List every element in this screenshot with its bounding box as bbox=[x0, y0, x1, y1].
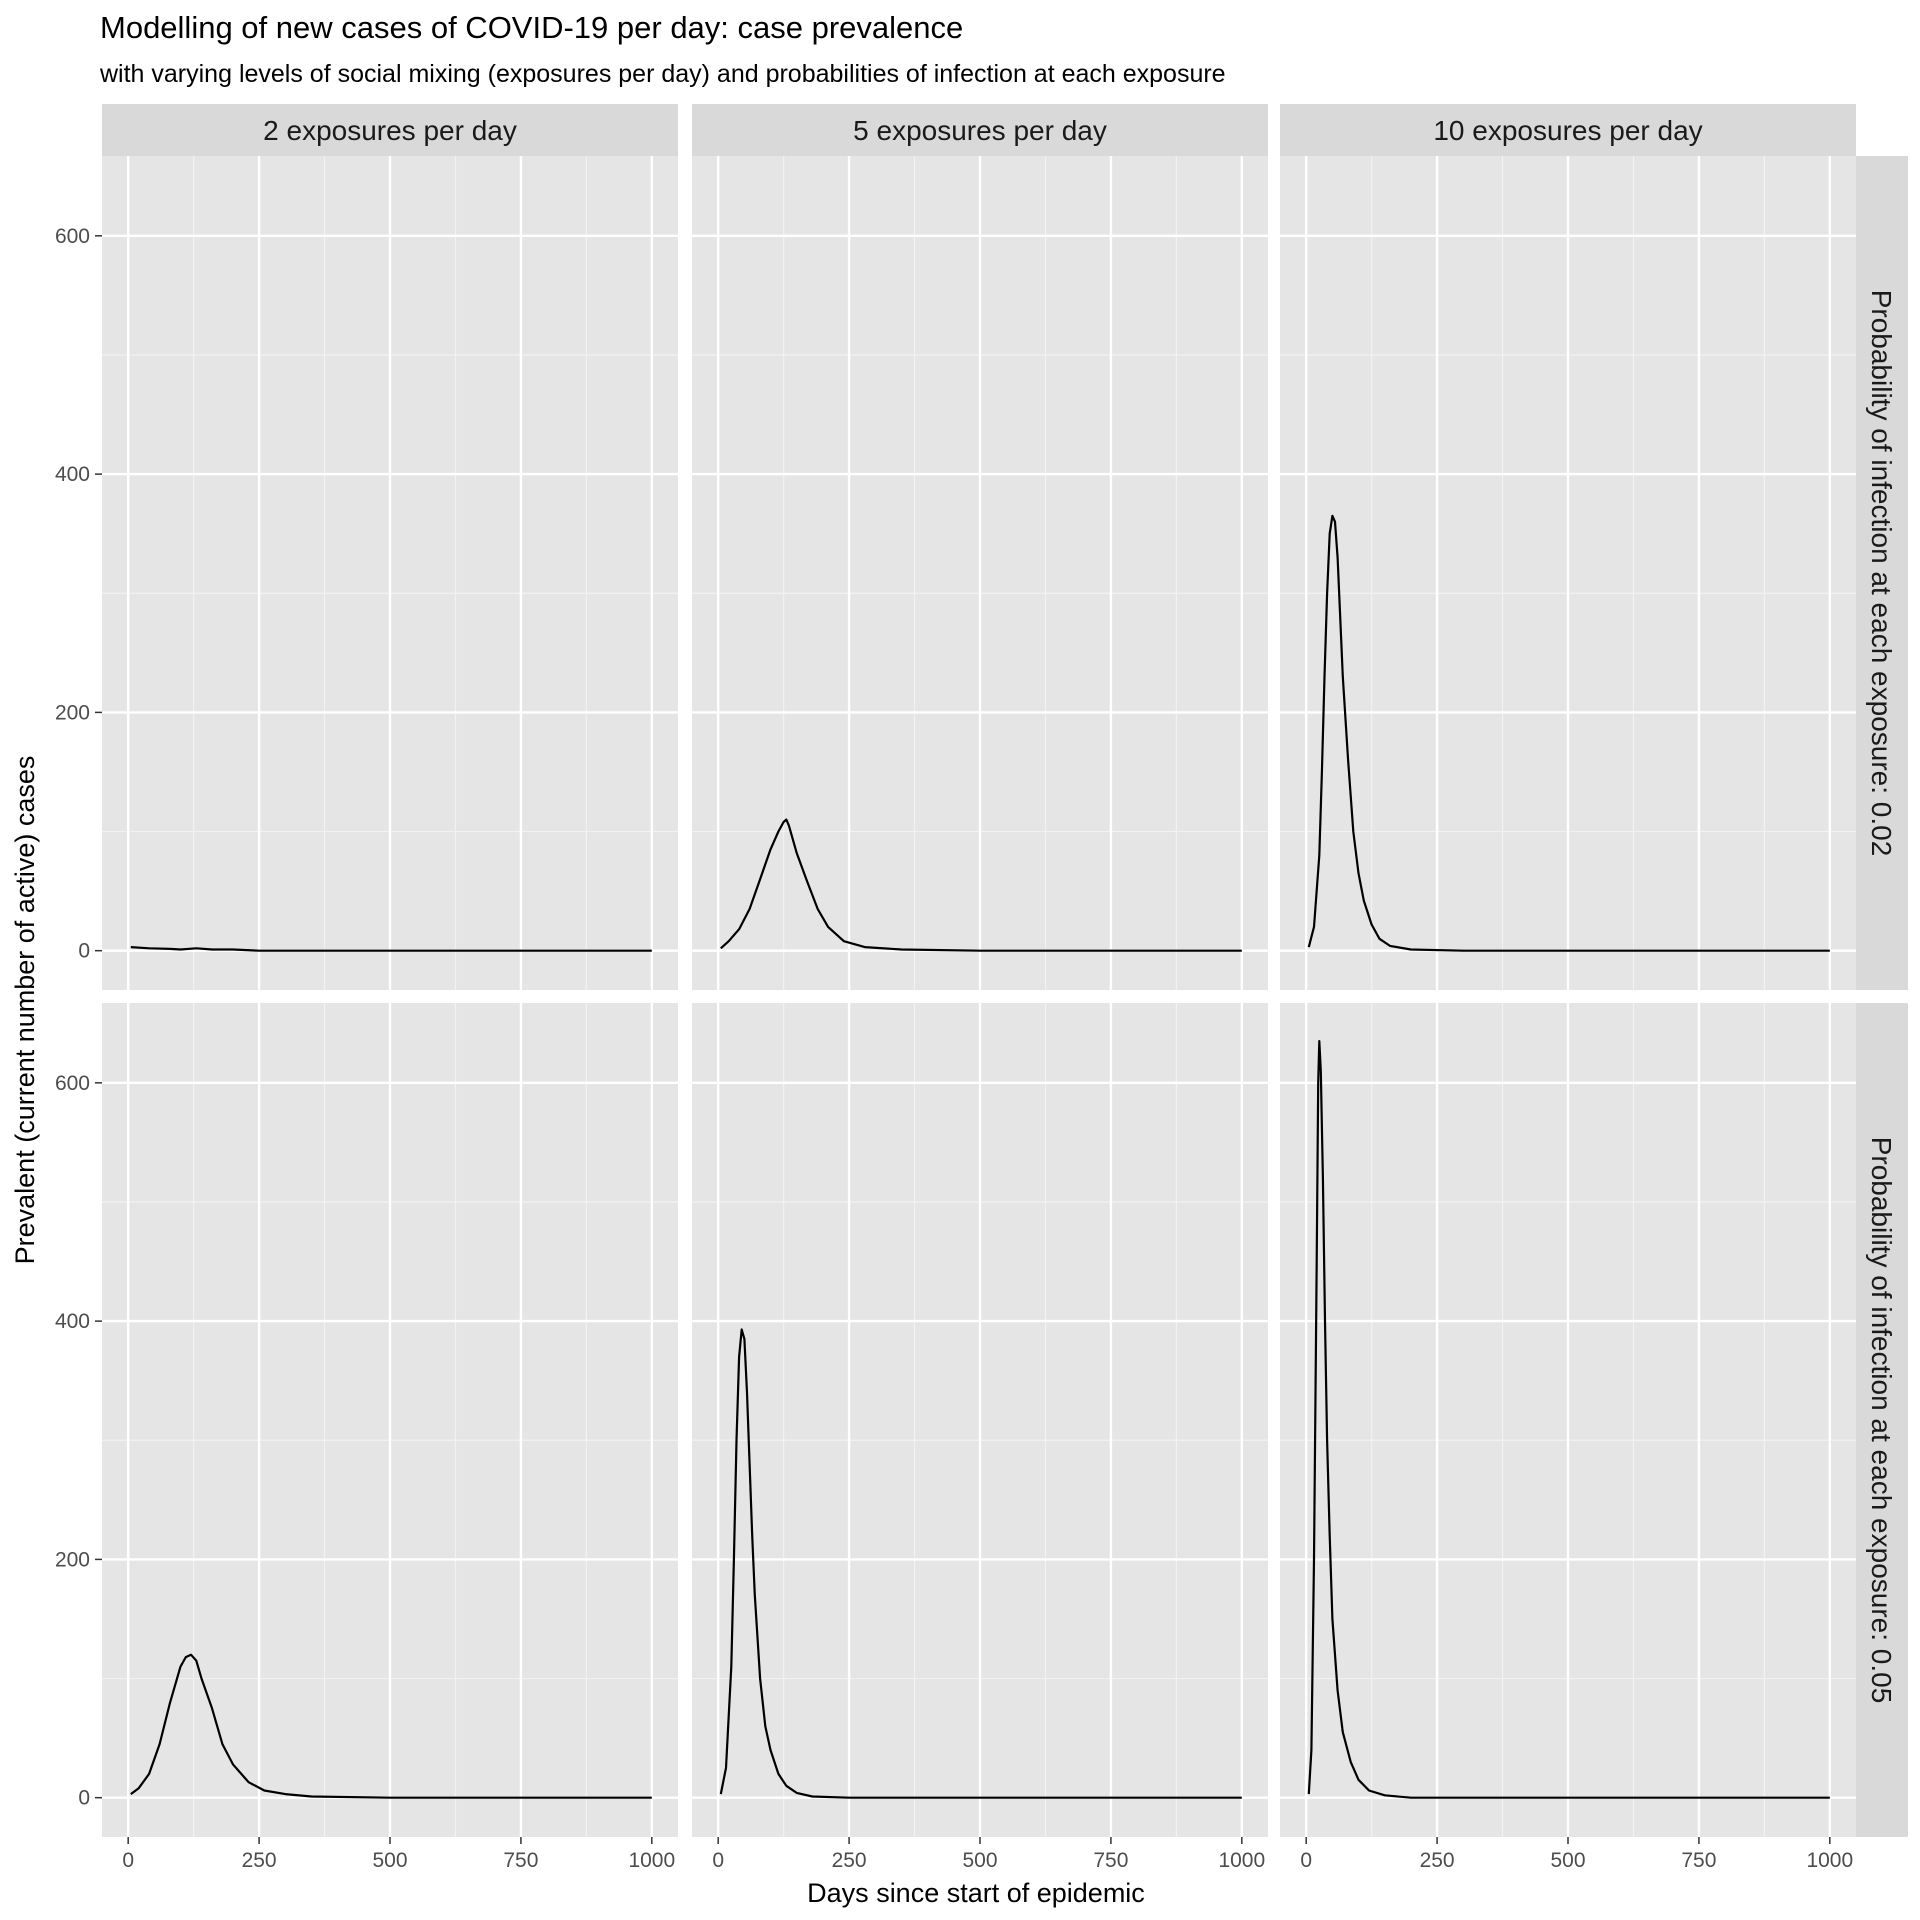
x-tick-label: 500 bbox=[372, 1849, 407, 1872]
series-line bbox=[130, 946, 652, 952]
panel bbox=[1280, 156, 1856, 990]
panel-grid: 2 exposures per day 5 exposures per day 10… bbox=[55, 104, 1908, 1872]
column-strip-label: 2 exposures per day bbox=[263, 115, 517, 146]
panel bbox=[692, 156, 1268, 990]
series-line bbox=[130, 1653, 652, 1799]
panel bbox=[1280, 1003, 1856, 1837]
y-tick-label: 200 bbox=[55, 701, 90, 724]
x-tick-label: 500 bbox=[962, 1849, 997, 1872]
x-tick-label: 0 bbox=[712, 1849, 724, 1872]
y-tick-label: 600 bbox=[55, 1072, 90, 1095]
row-strip bbox=[1856, 1003, 1908, 1837]
chart-subtitle: with varying levels of social mixing (ex… bbox=[99, 60, 1226, 88]
x-axis-title: Days since start of epidemic bbox=[807, 1878, 1145, 1908]
column-strip bbox=[1280, 104, 1856, 156]
x-tick-label: 1000 bbox=[1218, 1849, 1265, 1872]
column-strip bbox=[692, 104, 1268, 156]
panel bbox=[692, 1003, 1268, 1837]
y-tick-label: 400 bbox=[55, 463, 90, 486]
panel bbox=[102, 156, 678, 990]
row-strip-label: Probability of infection at each exposur… bbox=[1866, 290, 1897, 857]
y-tick-label: 600 bbox=[55, 225, 90, 248]
x-tick-label: 500 bbox=[1550, 1849, 1585, 1872]
y-tick-label: 400 bbox=[55, 1310, 90, 1333]
x-tick-label: 250 bbox=[832, 1849, 867, 1872]
x-tick-label: 750 bbox=[1681, 1849, 1716, 1872]
column-strip-label: 5 exposures per day bbox=[853, 115, 1107, 146]
series-line bbox=[719, 1328, 1242, 1799]
y-tick-label: 0 bbox=[78, 940, 90, 963]
x-tick-label: 0 bbox=[122, 1849, 134, 1872]
column-strip-label: 10 exposures per day bbox=[1433, 115, 1702, 146]
row-strip-label: Probability of infection at each exposur… bbox=[1866, 1137, 1897, 1704]
x-tick-label: 1000 bbox=[628, 1849, 675, 1872]
y-tick-label: 200 bbox=[55, 1548, 90, 1571]
chart-title: Modelling of new cases of COVID-19 per d… bbox=[100, 10, 963, 45]
x-tick-label: 750 bbox=[503, 1849, 538, 1872]
series-line bbox=[1307, 514, 1830, 952]
x-tick-label: 1000 bbox=[1806, 1849, 1853, 1872]
series-line bbox=[1307, 1039, 1830, 1799]
x-tick-label: 750 bbox=[1093, 1849, 1128, 1872]
y-axis-title: Prevalent (current number of active) cas… bbox=[10, 756, 40, 1265]
panel bbox=[102, 1003, 678, 1837]
x-tick-label: 250 bbox=[242, 1849, 277, 1872]
row-strip bbox=[1856, 156, 1908, 990]
x-tick-label: 0 bbox=[1300, 1849, 1312, 1872]
column-strip bbox=[102, 104, 678, 156]
x-tick-label: 250 bbox=[1420, 1849, 1455, 1872]
y-tick-label: 0 bbox=[78, 1787, 90, 1810]
series-line bbox=[720, 818, 1242, 952]
